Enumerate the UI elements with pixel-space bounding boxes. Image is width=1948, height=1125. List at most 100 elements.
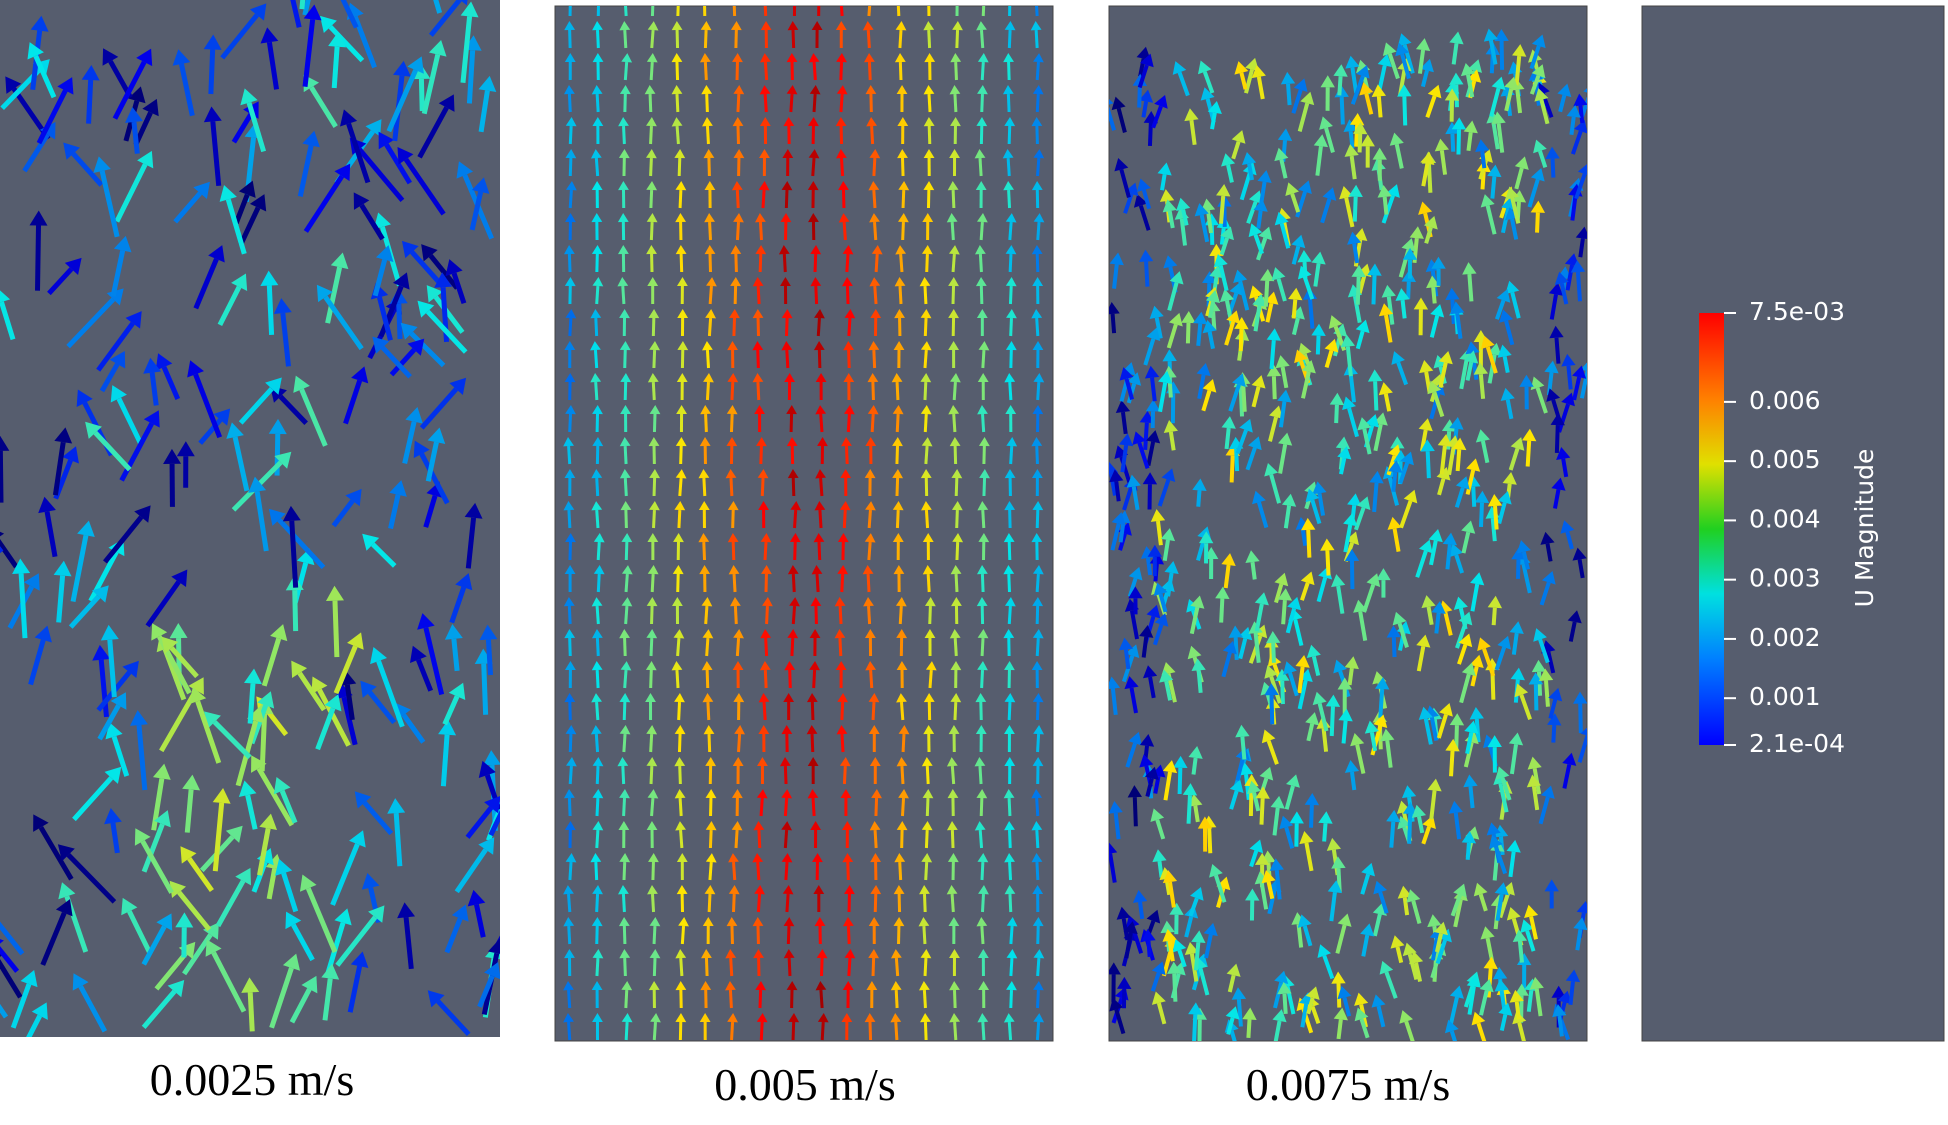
arrow-stem [178,63,195,117]
arrow [360,680,397,725]
arrow-head [978,341,990,351]
arrow-head [591,213,603,223]
arrow-head [702,917,714,927]
arrow-head [894,309,905,319]
arrow-head [1194,203,1209,217]
arrow-head [725,981,736,991]
arrow-head [1031,533,1043,543]
arrow-head [732,117,744,127]
arrow [753,949,764,977]
arrow [1344,656,1359,686]
arrow-stem [1478,893,1488,912]
arrow-stem [1250,561,1257,580]
arrow-stem [1490,176,1497,199]
arrow [1355,319,1370,350]
arrow [1207,101,1222,130]
arrow [1198,531,1214,564]
arrow-head [563,885,574,895]
arrow [566,757,577,785]
arrow-head [387,798,406,814]
arrow-head [923,693,935,703]
arrow [1242,1007,1257,1039]
arrow [0,290,16,341]
arrow [620,405,631,433]
arrow-head [869,277,881,287]
arrow [1493,824,1509,856]
arrow [1191,930,1206,971]
arrow-head [1427,84,1442,99]
arrow [702,693,714,721]
arrow-head [782,885,794,895]
arrow-head [1499,309,1514,323]
arrow [787,629,799,657]
arrow [677,277,688,305]
arrow [1494,978,1509,1010]
arrow-head [1222,640,1237,655]
arrow [29,210,48,291]
arrow [1340,334,1356,377]
arrow-stem [1256,210,1263,229]
arrow-head [1401,785,1417,799]
arrow-stem [1498,783,1509,813]
arrow-head [1530,200,1546,213]
arrow [782,149,794,177]
arrow-head [1005,277,1017,287]
arrow-head [865,661,877,671]
arrow-head [1032,597,1044,607]
arrow-stem [866,29,871,49]
arrow-head [125,107,143,123]
arrow-stem [341,696,358,746]
arrow-head [1556,446,1571,460]
arrow-head [1294,349,1308,364]
arrow-stem [733,605,738,625]
arrow-stem [1145,777,1154,797]
arrow [378,131,412,185]
arrow [864,53,875,81]
arrow-head [755,213,766,223]
arrow-head [1379,960,1394,975]
colorbar-tick-label: 0.005 [1749,445,1821,474]
arrow-head [1151,961,1166,976]
arrow-stem [678,765,682,785]
arrow-head [1367,369,1383,382]
arrow-stem [1337,76,1343,96]
arrow-head [836,53,847,63]
arrow-head [259,813,278,831]
arrow [1247,780,1262,812]
arrow [834,597,846,625]
arrow [0,435,10,503]
arrow-head [72,973,89,991]
arrow-stem [1035,573,1040,593]
arrow [444,623,463,672]
arrow [53,560,72,623]
arrow-head [110,385,127,403]
arrow-stem [111,735,130,777]
arrow [449,573,473,624]
arrow-head [1494,29,1509,42]
arrow-stem [225,198,247,255]
arrow [673,533,684,561]
arrow-stem [923,957,928,977]
arrow [841,1013,853,1041]
arrow [1442,532,1458,570]
arrow [1306,644,1321,677]
arrow-head [701,85,713,95]
arrow-stem [1143,338,1156,366]
arrow [1406,889,1422,925]
arrow [810,277,822,305]
arrow-stem [1568,621,1577,642]
arrow-head [1283,661,1297,675]
arrow-stem [978,829,984,849]
arrow-head [869,213,880,223]
arrow-head [701,661,713,671]
arrow-stem [1510,197,1521,224]
arrow [705,309,716,337]
arrow [1469,706,1484,743]
arrow [1402,801,1418,844]
arrow-head [1430,304,1445,318]
arrow [703,373,714,401]
arrow-stem [1376,96,1383,118]
arrow-head [1356,64,1370,79]
arrow-head [417,613,435,630]
arrow [1266,631,1281,663]
